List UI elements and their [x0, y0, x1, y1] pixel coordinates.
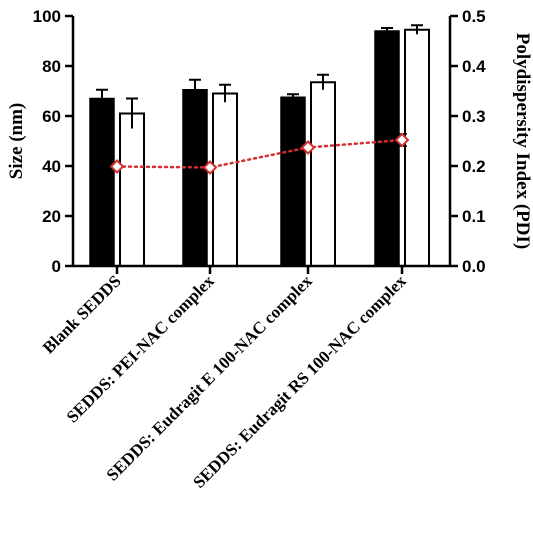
y-axis-title-right: Polydispersity Index (PDI)	[512, 33, 533, 249]
bar-size-filled	[182, 89, 208, 267]
left-tick-label: 100	[33, 7, 61, 26]
right-tick-label: 0.2	[462, 157, 486, 176]
right-tick-label: 0.5	[462, 7, 486, 26]
pdi-point-diamond	[394, 132, 410, 148]
bars	[89, 24, 430, 267]
right-y-axis: 0.0 0.1 0.2 0.3 0.4 0.5	[448, 7, 486, 276]
bar-size-filled	[374, 30, 400, 267]
bar-size-open	[212, 92, 238, 267]
left-tick-label: 20	[42, 207, 61, 226]
left-tick-label: 60	[42, 107, 61, 126]
right-tick-label: 0.3	[462, 107, 486, 126]
right-tick-label: 0.4	[462, 57, 486, 76]
left-tick-label: 0	[52, 257, 61, 276]
pdi-line	[109, 132, 410, 175]
bar-size-filled	[89, 97, 115, 267]
right-tick-label: 0.0	[462, 257, 486, 276]
left-y-axis: 0 20 40 60 80 100	[33, 7, 75, 276]
left-tick-label: 80	[42, 57, 61, 76]
category-label: Blank SEDDS	[39, 271, 125, 357]
bar-size-open	[119, 112, 145, 267]
right-tick-label: 0.1	[462, 207, 486, 226]
bar-size-filled	[280, 96, 306, 267]
bar-size-open	[310, 81, 336, 267]
category-label: SEDDS: Eudragit RS 100-NAC complex	[189, 271, 410, 492]
pdi-point-diamond	[202, 160, 218, 175]
pdi-point-diamond	[109, 159, 125, 174]
pdi-point-diamond	[300, 140, 316, 155]
bar-size-open	[404, 28, 430, 267]
y-axis-title-left: Size (nm)	[6, 103, 27, 180]
category-label: SEDDS: Eudragit E 100-NAC complex	[103, 271, 316, 484]
left-tick-label: 40	[42, 157, 61, 176]
pdi-series-line	[115, 138, 404, 169]
